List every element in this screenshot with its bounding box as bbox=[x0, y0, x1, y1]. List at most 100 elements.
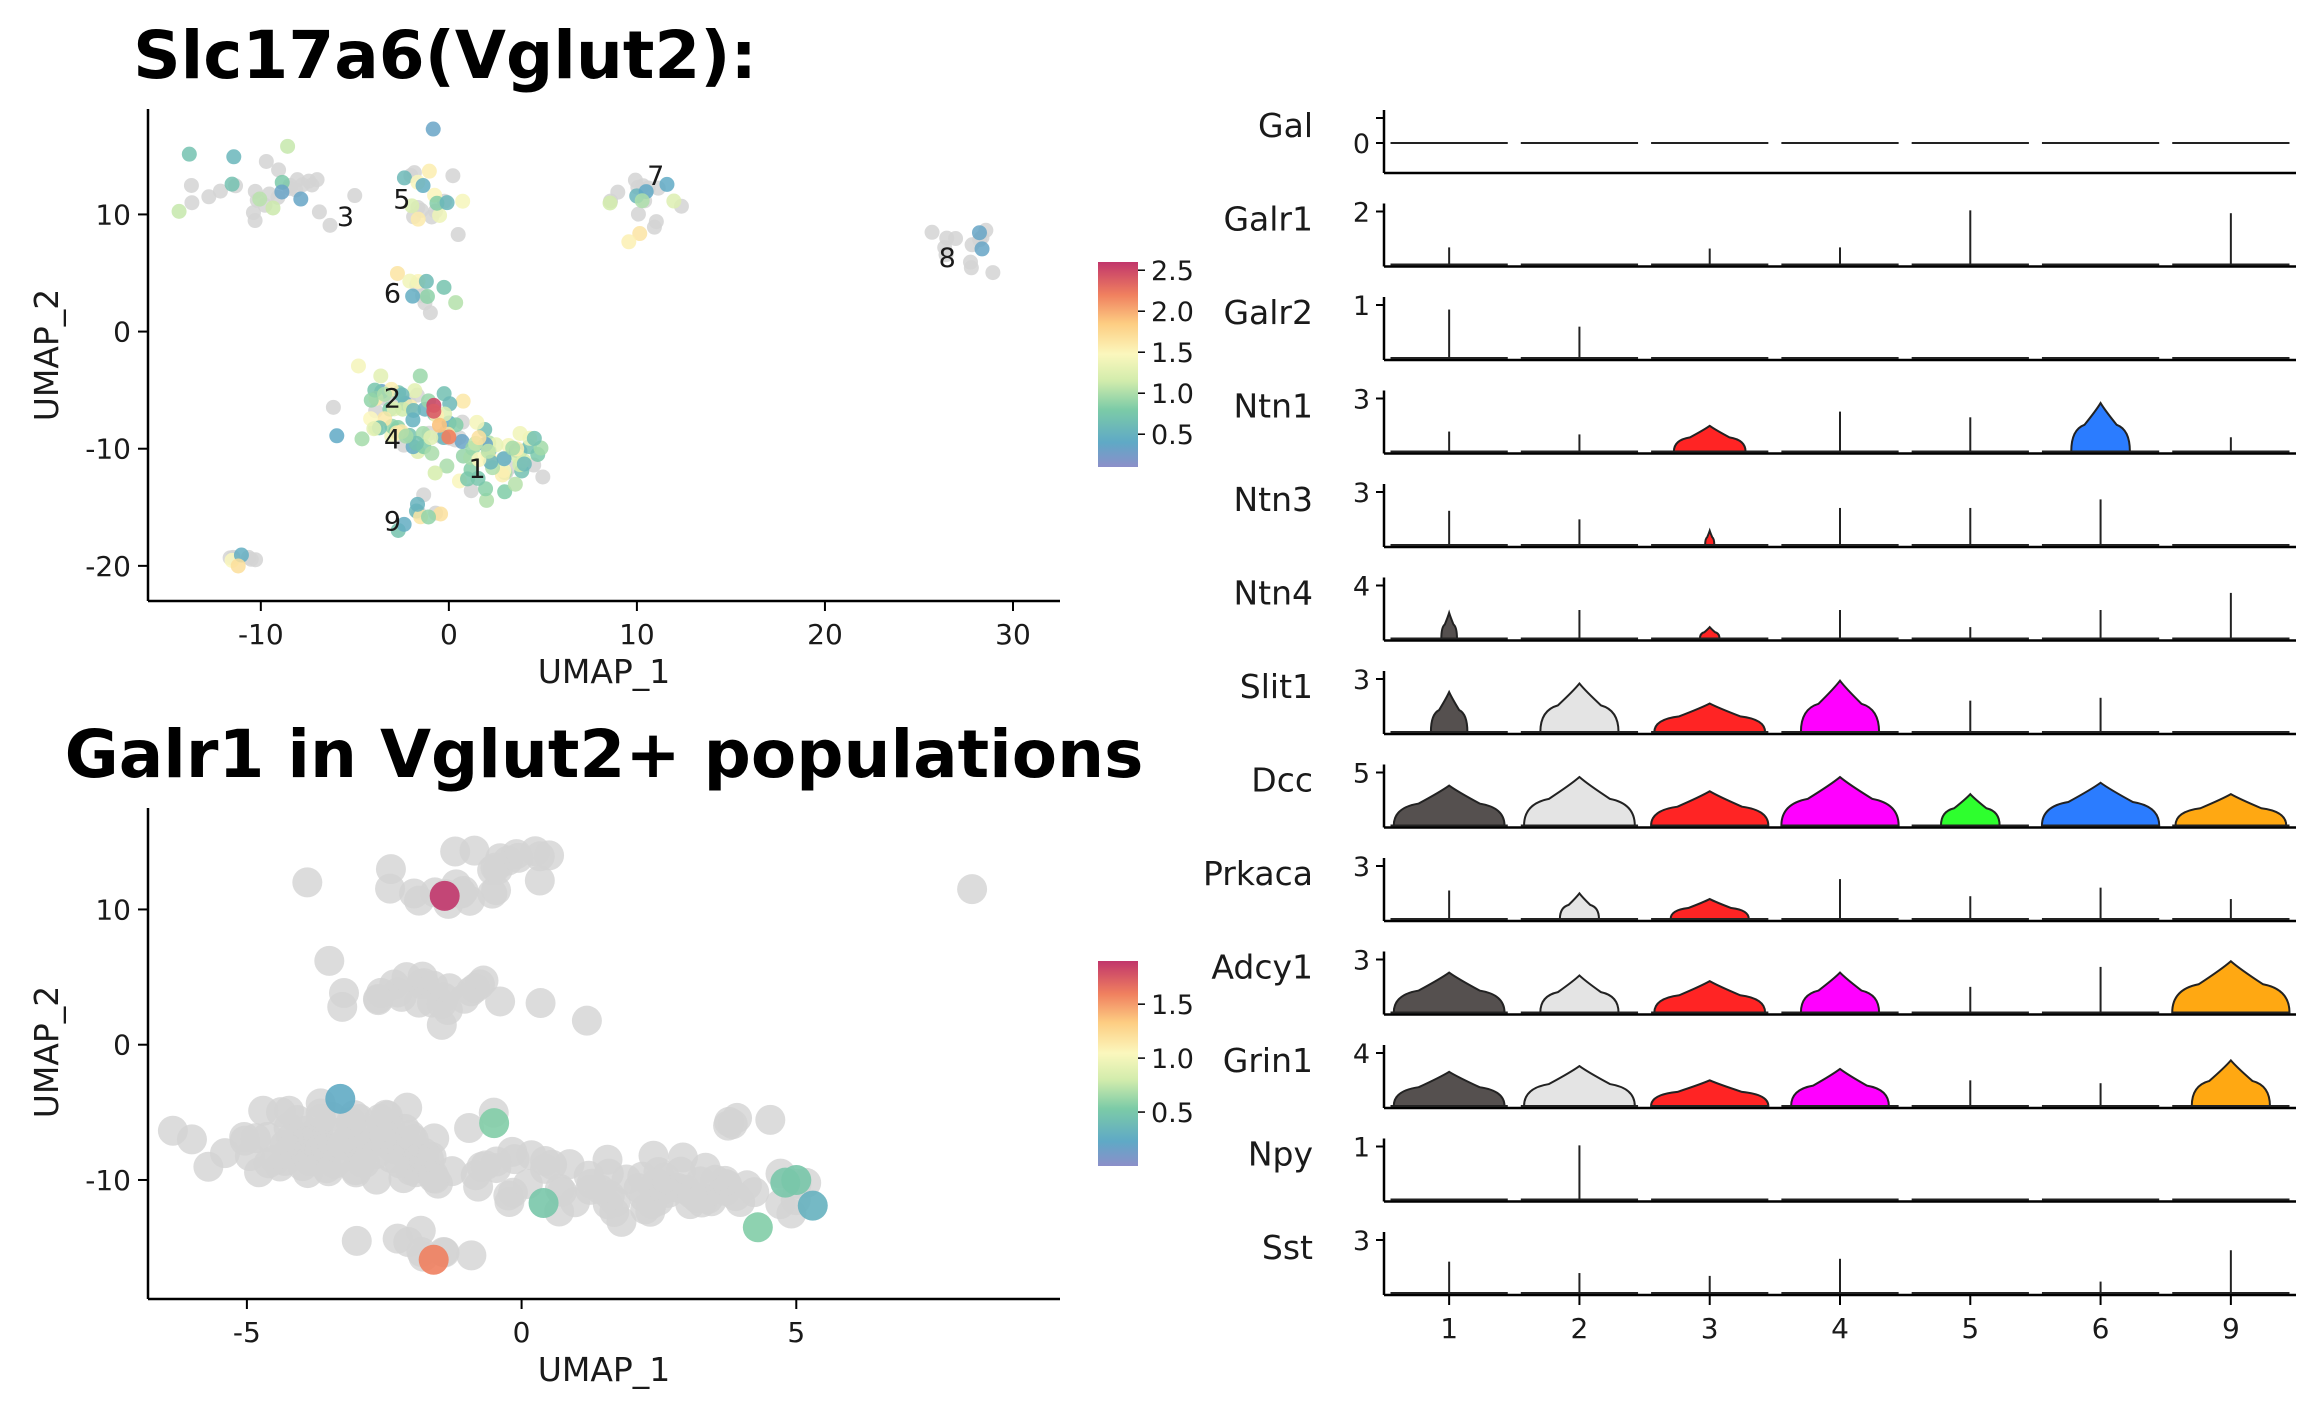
umap-top-point bbox=[480, 443, 496, 459]
violin-shape bbox=[1390, 971, 1508, 1014]
umap-top-colorbar-gradient bbox=[1098, 262, 1138, 467]
umap-top-cluster-label: 8 bbox=[939, 243, 956, 274]
umap-top-point bbox=[448, 295, 464, 311]
violin-row-ymax-label: 4 bbox=[1353, 572, 1370, 603]
umap-bottom-point bbox=[477, 878, 508, 909]
violin-row-ymax-label: 0 bbox=[1353, 129, 1370, 160]
umap-top-y-label: UMAP_2 bbox=[27, 289, 66, 422]
umap-top-xtick-label: 10 bbox=[619, 618, 655, 651]
umap-bottom-ticks: -5 0 5 -10 0 10 bbox=[85, 893, 805, 1349]
umap-top-point bbox=[427, 465, 443, 481]
violin-row-prkaca: 3 Prkaca bbox=[1203, 852, 2296, 923]
umap-bottom-point bbox=[382, 1223, 413, 1254]
umap-bottom-point bbox=[375, 873, 406, 904]
umap-bottom-point bbox=[287, 1151, 318, 1182]
umap-top-point bbox=[252, 191, 268, 207]
umap-top-point bbox=[455, 393, 471, 409]
violin-gene-label: Slit1 bbox=[1240, 667, 1313, 706]
violin-shape bbox=[2171, 959, 2291, 1014]
umap-top-axes bbox=[146, 109, 1060, 603]
umap-top-point bbox=[431, 417, 447, 433]
umap-bottom-xtick-label: -5 bbox=[233, 1316, 261, 1349]
umap-bottom-ytick-label: -10 bbox=[85, 1164, 131, 1197]
umap-bottom-point bbox=[341, 1225, 372, 1256]
umap-top-point bbox=[258, 153, 274, 169]
umap-bottom-colorbar-ticks: 0.5 1.0 1.5 bbox=[1138, 990, 1194, 1129]
umap-top-point bbox=[497, 484, 513, 500]
violin-row-ymax-label: 4 bbox=[1353, 1039, 1370, 1070]
violin-row-ymax-label: 3 bbox=[1353, 665, 1370, 696]
umap-bottom-point bbox=[418, 1162, 449, 1193]
umap-bottom-point bbox=[335, 1107, 366, 1138]
umap-top-point bbox=[350, 358, 366, 374]
umap-bottom-point bbox=[638, 1140, 669, 1171]
violin-shape bbox=[2041, 401, 2160, 453]
umap-top-point bbox=[648, 214, 664, 230]
umap-bottom-point bbox=[346, 1146, 377, 1177]
umap-bottom-colorbar-gradient bbox=[1098, 961, 1138, 1166]
umap-bottom-point bbox=[319, 1148, 350, 1179]
umap-top-ytick-label: -20 bbox=[85, 550, 131, 583]
violin-xtick-label: 3 bbox=[1701, 1312, 1719, 1345]
umap-top-point bbox=[471, 430, 487, 446]
umap-top-xtick-label: 0 bbox=[440, 618, 458, 651]
umap-bottom-point bbox=[686, 1183, 717, 1214]
umap-top-point bbox=[271, 162, 287, 178]
umap-bottom-point bbox=[528, 1187, 559, 1218]
umap-bottom-colorbar-tick-label: 0.5 bbox=[1151, 1098, 1194, 1129]
umap-top-point bbox=[354, 431, 370, 447]
umap-top-colorbar-ticks: 0.5 1.0 1.5 2.0 2.5 bbox=[1138, 256, 1194, 451]
umap-top-points bbox=[171, 121, 1001, 574]
violin-shape bbox=[1651, 980, 1769, 1014]
umap-bottom-point bbox=[456, 1240, 487, 1271]
umap-bottom-point bbox=[485, 986, 516, 1017]
umap-top-point bbox=[415, 178, 431, 194]
umap-top-x-label: UMAP_1 bbox=[538, 652, 671, 691]
umap-top-point bbox=[421, 163, 437, 179]
umap-top-point bbox=[439, 195, 455, 211]
umap-bottom-point bbox=[176, 1124, 207, 1155]
umap-top-point bbox=[396, 516, 412, 532]
umap-bottom-panel: Galr1 in Vglut2+ populations -5 0 5-10010 … bbox=[27, 716, 1194, 1389]
umap-top-point bbox=[212, 183, 228, 199]
umap-top-point bbox=[666, 193, 682, 209]
umap-top-xtick-label: 20 bbox=[807, 618, 843, 651]
violin-row-ymax-label: 1 bbox=[1353, 1133, 1370, 1164]
violin-gene-label: Ntn1 bbox=[1233, 387, 1313, 426]
umap-top-ytick-label: -10 bbox=[85, 433, 131, 466]
umap-top-point bbox=[247, 213, 263, 229]
violin-shape bbox=[1781, 679, 1899, 733]
violin-shape bbox=[1650, 790, 1770, 827]
umap-bottom-point bbox=[714, 1106, 745, 1137]
umap-top-cluster-label: 7 bbox=[647, 161, 664, 192]
violin-row-dcc: 5 Dcc bbox=[1251, 759, 2296, 829]
umap-top-point bbox=[226, 149, 242, 165]
violin-xtick-label: 9 bbox=[2222, 1312, 2240, 1345]
umap-top-point bbox=[479, 492, 495, 508]
umap-top-point bbox=[419, 288, 435, 304]
umap-top-point bbox=[439, 458, 455, 474]
umap-bottom-point bbox=[463, 1171, 494, 1202]
umap-bottom-point bbox=[606, 1206, 637, 1237]
umap-top-point bbox=[426, 403, 442, 419]
umap-top-point bbox=[627, 172, 643, 188]
umap-top-point bbox=[410, 211, 426, 227]
stacked-violin-panel: 0 Gal 2 Galr1 1 Galr2 3 Ntn1 3 Ntn3 4 Ntn4 3 Slit1 5 Dc… bbox=[1203, 106, 2296, 1345]
umap-top-point bbox=[398, 428, 414, 444]
violin-shape bbox=[1390, 689, 1508, 733]
violin-shape bbox=[2040, 781, 2161, 827]
umap-top-ytick-label: 0 bbox=[113, 316, 131, 349]
umap-top-point bbox=[948, 231, 964, 247]
violin-row-npy: 1 Npy bbox=[1248, 1133, 2296, 1203]
umap-top-cluster-label: 2 bbox=[384, 384, 401, 415]
umap-bottom-point bbox=[585, 1174, 616, 1205]
umap-bottom-point bbox=[328, 978, 359, 1009]
umap-bottom-point bbox=[534, 840, 565, 871]
violin-shape bbox=[1651, 625, 1769, 640]
umap-top-point bbox=[171, 203, 187, 219]
umap-top-point bbox=[924, 224, 940, 240]
violin-gene-label: Grin1 bbox=[1223, 1041, 1313, 1080]
umap-bottom-point bbox=[384, 1148, 415, 1179]
violin-row-ntn3: 3 Ntn3 bbox=[1233, 478, 2296, 549]
